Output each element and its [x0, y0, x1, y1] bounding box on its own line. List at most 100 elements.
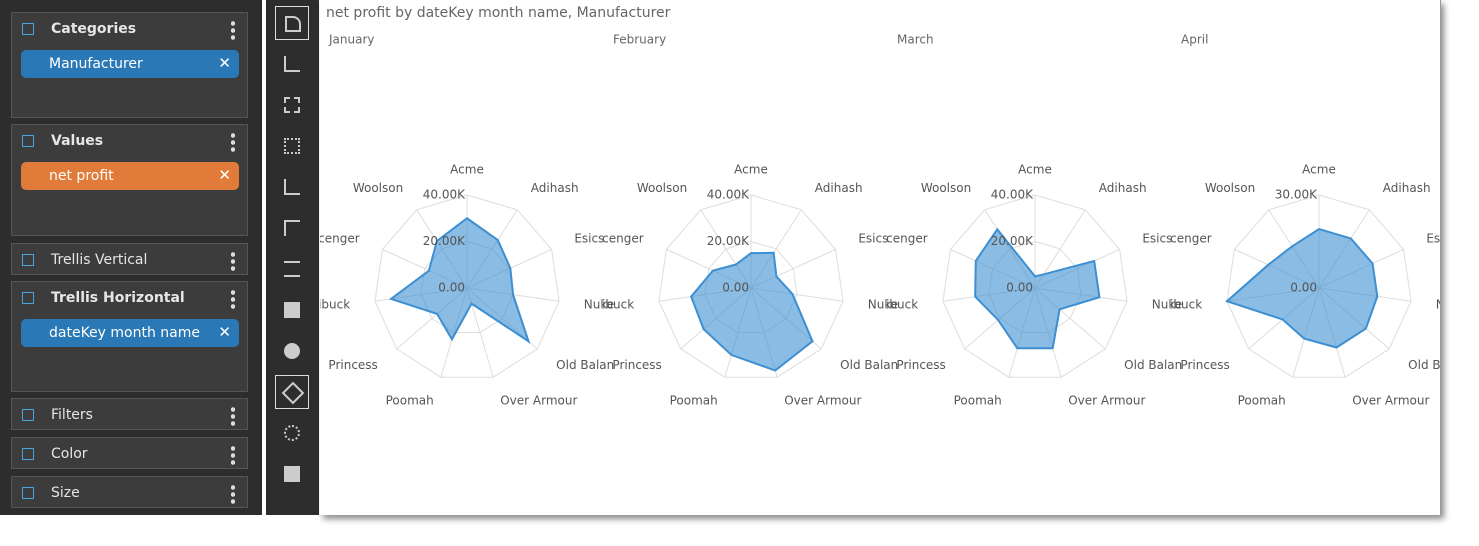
tool-column[interactable] [275, 170, 309, 204]
tool-select[interactable] [275, 6, 309, 40]
category-label: Acme [1018, 163, 1052, 177]
toolbar [266, 0, 319, 515]
category-label: cenger [886, 231, 928, 245]
field-section: Trellis Horizontal dateKey month name ✕ [11, 281, 248, 392]
category-label: Old Balan [840, 358, 898, 372]
section-title: Trellis Vertical [51, 252, 148, 268]
chip-label: Manufacturer [49, 56, 143, 72]
section-icon [22, 292, 34, 304]
category-label: Woolson [637, 181, 687, 195]
category-label: Nuke [1152, 297, 1183, 311]
category-label: Over Armour [1352, 394, 1429, 408]
category-label: Poomah [386, 394, 434, 408]
category-label: Old Balan [1124, 358, 1182, 372]
category-label: ibuck [1170, 297, 1202, 311]
category-label: Over Armour [784, 394, 861, 408]
r-tick-label: 40.00K [707, 188, 750, 202]
r-tick-label: 0.00 [438, 281, 465, 295]
category-label: Woolson [1205, 181, 1255, 195]
chip-remove[interactable]: ✕ [218, 54, 231, 72]
grid-ring [658, 194, 844, 378]
section-title: Color [51, 446, 88, 462]
field-panel: Categories Manufacturer ✕ Values net profit ✕… [0, 0, 262, 515]
panel-title: April [1181, 33, 1208, 47]
tool-scatter[interactable] [275, 416, 309, 450]
category-label: Princess [1180, 358, 1229, 372]
category-label: Princess [612, 358, 661, 372]
section-icon [22, 23, 34, 35]
category-label: Old Balan [1408, 358, 1440, 372]
chart-area: net profit by dateKey month name, Manufa… [318, 0, 1466, 515]
grid-ring [942, 194, 1128, 378]
section-title: Filters [51, 407, 93, 423]
grid-ring [1226, 194, 1412, 378]
section-title: Categories [51, 21, 137, 37]
tool-add[interactable] [275, 47, 309, 81]
tool-radar[interactable] [275, 375, 309, 409]
section-menu[interactable] [231, 289, 235, 309]
r-tick-label: 20.00K [991, 234, 1034, 248]
category-label: Woolson [921, 181, 971, 195]
category-label: Acme [734, 163, 768, 177]
chip-remove[interactable]: ✕ [218, 166, 231, 184]
radar-area [690, 251, 814, 372]
category-label: Esics [858, 231, 888, 245]
category-label: Acme [450, 163, 484, 177]
category-label: Adihash [815, 181, 863, 195]
category-label: Old Balan [556, 358, 614, 372]
panel-title: January [328, 33, 375, 47]
field-chip[interactable]: net profit ✕ [21, 162, 239, 190]
category-label: Poomah [1238, 394, 1286, 408]
category-label: Nuke [868, 297, 899, 311]
section-menu[interactable] [231, 484, 235, 504]
tool-treemap[interactable] [275, 457, 309, 491]
r-tick-label: 0.00 [722, 281, 749, 295]
section-icon [22, 487, 34, 499]
chip-remove[interactable]: ✕ [218, 323, 231, 341]
r-tick-label: 40.00K [423, 188, 466, 202]
field-section: Filters [11, 398, 248, 430]
category-label: Nuke [584, 297, 615, 311]
chip-label: net profit [49, 168, 114, 184]
section-menu[interactable] [231, 406, 235, 426]
tool-pie[interactable] [275, 334, 309, 368]
r-tick-label: 0.00 [1290, 281, 1317, 295]
tool-area[interactable] [275, 293, 309, 327]
section-menu[interactable] [231, 251, 235, 271]
r-tick-label: 40.00K [991, 188, 1034, 202]
section-title: Size [51, 485, 80, 501]
field-section: Size [11, 476, 248, 508]
category-label: cenger [602, 231, 644, 245]
tool-line[interactable] [275, 252, 309, 286]
radar-area [1224, 228, 1379, 349]
chip-label: dateKey month name [49, 325, 200, 341]
r-tick-label: 20.00K [707, 234, 750, 248]
section-menu[interactable] [231, 132, 235, 152]
section-menu[interactable] [231, 20, 235, 40]
section-menu[interactable] [231, 445, 235, 465]
field-section: Trellis Vertical [11, 243, 248, 275]
category-label: Woolson [353, 181, 403, 195]
category-label: cenger [1170, 231, 1212, 245]
field-section: Color [11, 437, 248, 469]
category-label: Poomah [954, 394, 1002, 408]
r-tick-label: 20.00K [423, 234, 466, 248]
tool-table[interactable] [275, 129, 309, 163]
category-label: Adihash [531, 181, 579, 195]
category-label: Over Armour [500, 394, 577, 408]
section-title: Values [51, 133, 104, 149]
radar-area [974, 227, 1101, 350]
tool-bar[interactable] [275, 211, 309, 245]
field-chip[interactable]: Manufacturer ✕ [21, 50, 239, 78]
category-label: Poomah [670, 394, 718, 408]
section-icon [22, 135, 34, 147]
category-label: ibuck [320, 297, 350, 311]
field-chip[interactable]: dateKey month name ✕ [21, 319, 239, 347]
field-section: Categories Manufacturer ✕ [11, 12, 248, 118]
radar-area [388, 217, 531, 344]
chart-title: net profit by dateKey month name, Manufa… [326, 5, 671, 21]
tool-marquee[interactable] [275, 88, 309, 122]
category-label: Esics [1142, 231, 1172, 245]
field-section: Values net profit ✕ [11, 124, 248, 236]
